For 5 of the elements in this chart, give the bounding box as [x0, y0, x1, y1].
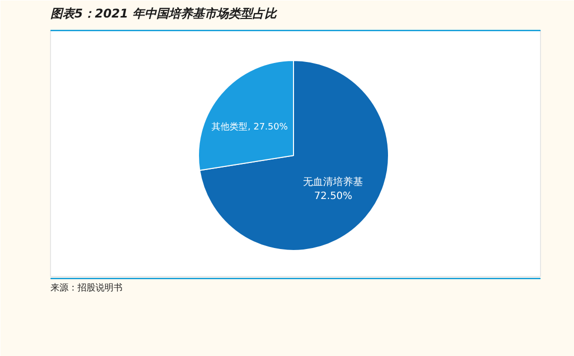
chart-title: 图表5：2021 年中国培养基市场类型占比	[50, 6, 278, 20]
slice-label: 其他类型, 27.50%	[212, 122, 288, 133]
data-label: 72.50%	[314, 190, 352, 202]
slice-label: 无血清培养基	[303, 176, 364, 188]
source-note: 来源：招股说明书	[50, 282, 122, 294]
